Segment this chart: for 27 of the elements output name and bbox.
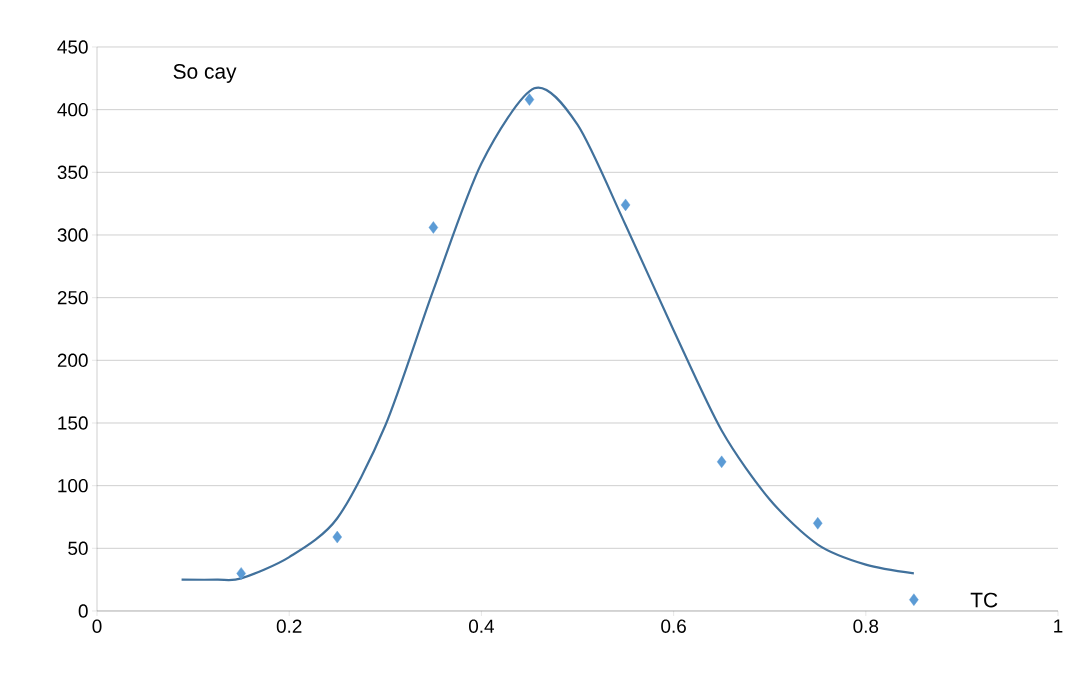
point (236, 567, 246, 580)
x-axis-title: TC (970, 592, 998, 608)
y-tick-label: 300 (57, 228, 88, 242)
y-tick-label: 250 (57, 290, 88, 305)
y-tick-label: 200 (57, 353, 88, 368)
x-tick-label: 0.2 (276, 619, 302, 633)
point (909, 593, 919, 606)
y-tick-label: 400 (57, 102, 88, 117)
x-tick-label: 0 (92, 619, 102, 633)
y-tick-label: 450 (57, 40, 88, 54)
point (524, 93, 535, 106)
line-series (180, 86, 915, 581)
y-tick-label: 150 (58, 416, 88, 430)
y-tick-label: 50 (68, 541, 88, 556)
point (428, 221, 439, 234)
point (332, 530, 342, 544)
y-tick-label: 0 (78, 604, 88, 618)
y-axis-title: So cay (173, 64, 237, 83)
y-tick-label: 100 (58, 478, 88, 493)
x-tick-label: 0.4 (468, 619, 495, 633)
x-tick-label: 0.8 (853, 619, 879, 633)
y-tick-label: 350 (57, 165, 88, 180)
point (716, 455, 727, 469)
x-tick-label: 0.6 (661, 619, 686, 633)
x-tick-label: 1 (1054, 619, 1063, 633)
point (813, 517, 823, 530)
point (620, 198, 631, 212)
